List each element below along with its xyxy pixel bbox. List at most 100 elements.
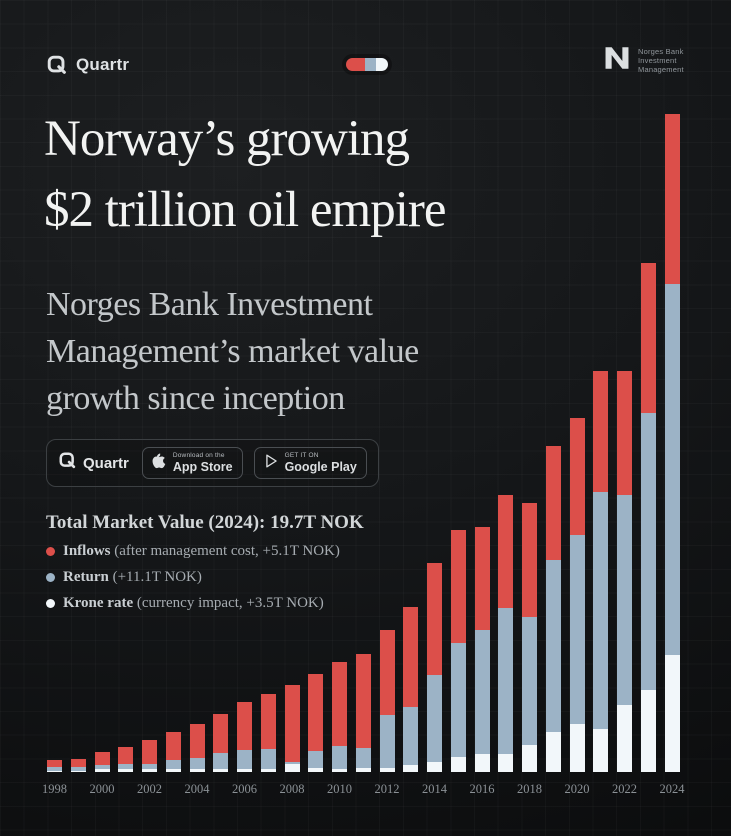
bar-segment-return-2003: [165, 760, 181, 769]
x-tick-label-2000: 2000: [89, 782, 115, 796]
bar-segment-inflows-2011: [355, 653, 371, 748]
bar-segment-krone-rate-2001: [118, 769, 134, 772]
bar-segment-krone-rate-2005: [213, 768, 229, 772]
quartr-logo-icon: [46, 54, 68, 76]
brand-pill-icon: [346, 58, 388, 71]
bar-segment-krone-rate-2023: [640, 690, 656, 772]
bar-segment-return-2010: [332, 746, 347, 769]
bar-2000: [94, 751, 110, 772]
bar-segment-krone-rate-2021: [593, 728, 609, 772]
googleplay-caption: GET IT ON: [284, 452, 319, 459]
bar-2022: [617, 371, 632, 772]
appstore-badge[interactable]: Download on the App Store: [141, 447, 243, 479]
krone-dot-icon: [46, 599, 55, 608]
bar-segment-inflows-2005: [213, 713, 229, 753]
googleplay-badge[interactable]: GET IT ON Google Play: [253, 447, 367, 479]
bar-segment-return-2019: [545, 559, 561, 732]
bar-2009: [308, 673, 324, 772]
appstore-label: App Store: [172, 460, 233, 474]
bar-2007: [260, 693, 276, 772]
bar-2004: [189, 723, 205, 772]
bar-2024: [664, 114, 680, 772]
bar-2006: [237, 701, 252, 772]
bar-segment-krone-rate-2019: [545, 731, 561, 772]
legend: Total Market Value (2024): 19.7T NOK Inf…: [46, 512, 364, 612]
bar-segment-krone-rate-2010: [332, 768, 347, 772]
app-badges: Quartr Download on the App Store GET I: [46, 439, 379, 487]
bar-2003: [165, 732, 181, 772]
bar-segment-return-2024: [664, 284, 680, 656]
bar-segment-inflows-2002: [142, 740, 157, 764]
x-tick-label-2012: 2012: [374, 782, 400, 796]
appstore-caption: Download on the: [172, 452, 225, 459]
bar-2018: [522, 503, 537, 772]
x-tick-label-2024: 2024: [659, 782, 685, 796]
bar-2019: [545, 446, 561, 772]
bar-segment-return-2001: [118, 764, 134, 770]
google-play-icon: [264, 453, 279, 474]
bar-segment-inflows-2007: [260, 693, 276, 750]
bar-segment-krone-rate-2009: [308, 768, 324, 772]
x-tick-label-2022: 2022: [612, 782, 637, 796]
bar-2017: [498, 494, 514, 772]
bar-segment-return-2009: [308, 751, 324, 768]
x-tick-label-2008: 2008: [279, 782, 305, 796]
bar-segment-inflows-2012: [379, 630, 395, 715]
bar-segment-inflows-2013: [403, 606, 419, 707]
bar-segment-inflows-1998: [47, 760, 62, 768]
bar-segment-return-2002: [142, 763, 157, 769]
bar-segment-krone-rate-2015: [450, 757, 466, 772]
return-dot-icon: [46, 573, 55, 582]
bar-2012: [379, 630, 395, 772]
bar-segment-inflows-2014: [427, 563, 442, 676]
bar-segment-return-2022: [617, 494, 632, 706]
nbim-n-icon: [604, 46, 630, 75]
bar-segment-inflows-2015: [450, 529, 466, 644]
nbim-logo-text: Norges Bank Investment Management: [638, 47, 684, 74]
bar-segment-krone-rate-1999: [70, 770, 86, 772]
bar-segment-krone-rate-2018: [522, 745, 537, 772]
inflows-dot-icon: [46, 547, 55, 556]
x-tick-label-2020: 2020: [564, 782, 590, 796]
quartr-logo: Quartr: [46, 54, 129, 76]
legend-item-inflows: Inflows (after management cost, +5.1T NO…: [46, 543, 364, 560]
bar-segment-inflows-2020: [569, 418, 585, 535]
bar-segment-krone-rate-2017: [498, 753, 514, 772]
bar-1998: [47, 760, 62, 772]
bar-segment-inflows-1999: [70, 758, 86, 767]
bar-segment-return-2004: [189, 757, 205, 769]
bar-2002: [142, 740, 157, 772]
bar-segment-return-2023: [640, 413, 656, 691]
bar-segment-inflows-2008: [284, 685, 300, 763]
bar-segment-inflows-2003: [165, 732, 181, 761]
bar-segment-inflows-2017: [498, 494, 514, 609]
bar-segment-return-2000: [94, 765, 110, 770]
bar-2020: [569, 418, 585, 772]
bar-2021: [593, 371, 609, 772]
bar-segment-krone-rate-2000: [94, 769, 110, 772]
x-tick-label-2014: 2014: [422, 782, 447, 796]
bar-segment-return-2014: [427, 675, 442, 762]
bar-segment-return-2011: [355, 748, 371, 768]
bar-segment-inflows-2023: [640, 262, 656, 414]
bar-2016: [474, 526, 490, 772]
bar-segment-inflows-2000: [94, 751, 110, 766]
x-tick-label-2010: 2010: [327, 782, 352, 796]
bar-segment-return-2012: [379, 714, 395, 768]
bar-segment-inflows-2019: [545, 446, 561, 560]
bar-2011: [355, 653, 371, 772]
bar-segment-return-2005: [213, 752, 229, 769]
bar-segment-inflows-2024: [664, 114, 680, 285]
bar-segment-inflows-2006: [237, 701, 252, 751]
bar-segment-krone-rate-1998: [47, 770, 62, 772]
legend-title: Total Market Value (2024): 19.7T NOK: [46, 512, 364, 533]
bar-segment-return-2016: [474, 630, 490, 754]
bar-segment-krone-rate-2012: [379, 768, 395, 772]
quartr-badge-icon: [58, 451, 77, 475]
bar-2010: [332, 661, 347, 772]
bar-segment-inflows-2009: [308, 673, 324, 752]
legend-item-return: Return (+11.1T NOK): [46, 569, 364, 586]
x-tick-label-2006: 2006: [232, 782, 257, 796]
apple-icon: [152, 452, 167, 474]
